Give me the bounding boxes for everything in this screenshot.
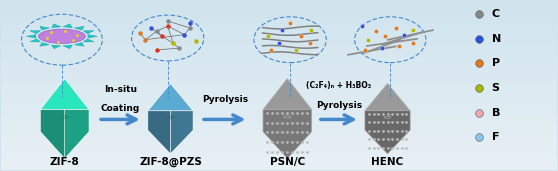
Polygon shape [83, 31, 94, 34]
Polygon shape [74, 43, 84, 46]
Bar [1, 79, 557, 82]
Bar [1, 119, 557, 123]
Polygon shape [263, 79, 312, 159]
Text: S: S [492, 83, 499, 93]
Bar [1, 31, 557, 35]
Bar [1, 153, 557, 157]
Bar [1, 102, 557, 106]
Bar [1, 113, 557, 116]
Text: PSN/C: PSN/C [270, 157, 305, 167]
Bar [1, 75, 557, 79]
Polygon shape [40, 110, 65, 159]
Bar [1, 86, 557, 89]
Bar [1, 96, 557, 99]
Bar [1, 99, 557, 102]
Bar [1, 157, 557, 160]
Polygon shape [26, 35, 36, 38]
Polygon shape [40, 79, 89, 159]
Bar [1, 55, 557, 58]
Bar [1, 126, 557, 130]
Bar [1, 92, 557, 96]
Bar [1, 58, 557, 62]
Text: HENC: HENC [372, 157, 403, 167]
Polygon shape [51, 45, 61, 49]
Circle shape [39, 29, 85, 43]
Bar [1, 143, 557, 147]
Polygon shape [65, 110, 89, 159]
Polygon shape [170, 111, 193, 154]
Text: C: C [492, 9, 500, 19]
Polygon shape [51, 24, 61, 28]
Bar [1, 35, 557, 38]
Polygon shape [40, 79, 89, 110]
Text: (C₂F₄)ₙ + H₃BO₃: (C₂F₄)ₙ + H₃BO₃ [306, 81, 372, 90]
Bar [1, 21, 557, 24]
Bar [1, 140, 557, 143]
Polygon shape [74, 26, 84, 30]
Bar [1, 38, 557, 41]
Bar [1, 65, 557, 69]
Bar [1, 45, 557, 48]
Bar [1, 4, 557, 8]
Bar [1, 62, 557, 65]
Bar [1, 41, 557, 45]
Polygon shape [365, 84, 410, 154]
Polygon shape [63, 24, 73, 28]
Polygon shape [148, 84, 193, 154]
Bar [1, 72, 557, 75]
Bar [1, 163, 557, 167]
Bar [1, 150, 557, 153]
Bar [1, 167, 557, 170]
Bar [1, 82, 557, 86]
Bar [1, 89, 557, 92]
Bar [1, 1, 557, 4]
Polygon shape [30, 39, 41, 42]
Bar [1, 133, 557, 136]
Bar [1, 11, 557, 14]
Bar [1, 116, 557, 119]
Text: Coating: Coating [101, 104, 140, 113]
Text: Pyrolysis: Pyrolysis [201, 95, 248, 104]
Bar [1, 14, 557, 18]
Text: ZIF-8@PZS: ZIF-8@PZS [139, 157, 202, 167]
Bar [1, 160, 557, 163]
Polygon shape [365, 84, 410, 111]
Bar [1, 48, 557, 52]
Text: In-situ: In-situ [104, 85, 137, 94]
Bar [1, 147, 557, 150]
Polygon shape [63, 45, 73, 49]
Text: B: B [492, 108, 500, 118]
Polygon shape [40, 26, 50, 30]
Text: N: N [492, 34, 501, 44]
Polygon shape [88, 35, 98, 38]
Text: F: F [492, 132, 499, 142]
Bar [1, 24, 557, 28]
Polygon shape [148, 111, 170, 154]
Bar [1, 52, 557, 55]
Bar [1, 28, 557, 31]
Polygon shape [30, 31, 41, 34]
Bar [1, 18, 557, 21]
Bar [1, 109, 557, 113]
Bar [1, 106, 557, 109]
Polygon shape [40, 43, 50, 46]
Bar [1, 69, 557, 72]
Bar [1, 136, 557, 140]
Bar [1, 8, 557, 11]
Text: Pyrolysis: Pyrolysis [316, 101, 362, 110]
Text: ZIF-8: ZIF-8 [50, 157, 80, 167]
Polygon shape [263, 79, 312, 110]
Polygon shape [148, 84, 193, 111]
Bar [1, 123, 557, 126]
Polygon shape [83, 39, 94, 42]
Bar [1, 130, 557, 133]
Text: P: P [492, 58, 500, 68]
